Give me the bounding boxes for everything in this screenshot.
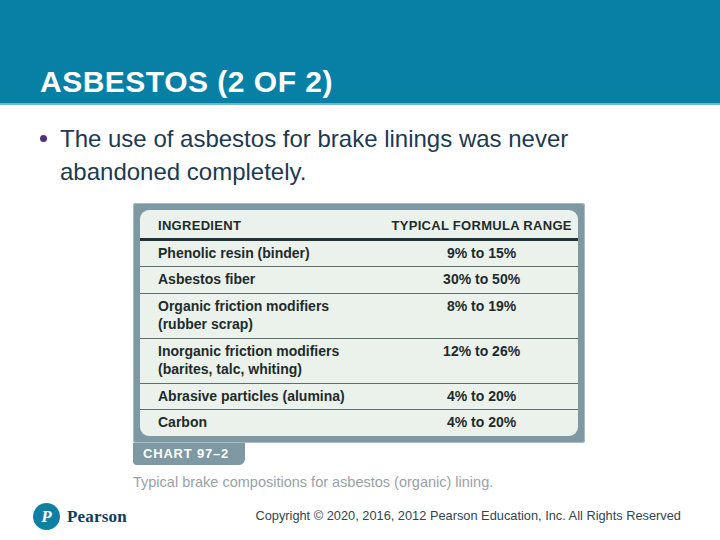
table-row: Inorganic friction modifiers(barites, ta… (140, 338, 578, 383)
column-header-range: TYPICAL FORMULA RANGE (385, 218, 578, 233)
pearson-logo-icon: P (33, 503, 60, 530)
bullet-text: The use of asbestos for brake linings wa… (60, 122, 652, 188)
ingredients-table: INGREDIENT TYPICAL FORMULA RANGE Phenoli… (140, 210, 578, 436)
cell-ingredient: Asbestos fiber (140, 270, 385, 288)
table-row: Phenolic resin (binder) 9% to 15% (140, 241, 578, 266)
bullet-item: The use of asbestos for brake linings wa… (40, 122, 652, 188)
table-header-row: INGREDIENT TYPICAL FORMULA RANGE (140, 210, 578, 241)
cell-ingredient: Abrasive particles (alumina) (140, 387, 385, 405)
cell-ingredient-subtext: (rubber scrap) (158, 315, 385, 333)
table-row: Abrasive particles (alumina) 4% to 20% (140, 383, 578, 409)
pearson-logo-monogram: P (41, 507, 51, 527)
pearson-logo-wordmark: Pearson (67, 507, 127, 527)
table-body: Phenolic resin (binder) 9% to 15% Asbest… (140, 241, 578, 436)
cell-range: 4% to 20% (385, 387, 578, 404)
table-row: Carbon 4% to 20% (140, 409, 578, 435)
pearson-logo: P Pearson (33, 503, 127, 530)
slide-header-band: ASBESTOS (2 OF 2) (0, 0, 720, 105)
copyright-text: Copyright © 2020, 2016, 2012 Pearson Edu… (255, 508, 681, 523)
table-row: Organic friction modifiers(rubber scrap)… (140, 293, 578, 338)
slide-title: ASBESTOS (2 OF 2) (40, 65, 333, 99)
cell-ingredient: Carbon (140, 413, 385, 431)
chart-number-label: CHART 97–2 (133, 443, 245, 465)
table-row: Asbestos fiber 30% to 50% (140, 266, 578, 292)
figure-caption: Typical brake compositions for asbestos … (133, 474, 585, 490)
cell-ingredient-subtext: (barites, talc, whiting) (158, 360, 385, 378)
cell-ingredient: Inorganic friction modifiers(barites, ta… (140, 342, 385, 379)
cell-ingredient: Phenolic resin (binder) (140, 244, 385, 262)
cell-range: 4% to 20% (385, 413, 578, 430)
cell-range: 30% to 50% (385, 270, 578, 287)
bullet-icon (40, 135, 47, 142)
cell-range: 9% to 15% (385, 244, 578, 261)
column-header-ingredient: INGREDIENT (140, 218, 385, 233)
presentation-slide: ASBESTOS (2 OF 2) The use of asbestos fo… (0, 0, 720, 540)
cell-range: 12% to 26% (385, 342, 578, 359)
cell-ingredient: Organic friction modifiers(rubber scrap) (140, 297, 385, 334)
cell-range: 8% to 19% (385, 297, 578, 314)
ingredients-table-frame: INGREDIENT TYPICAL FORMULA RANGE Phenoli… (133, 203, 585, 443)
chart-figure: INGREDIENT TYPICAL FORMULA RANGE Phenoli… (133, 203, 585, 490)
